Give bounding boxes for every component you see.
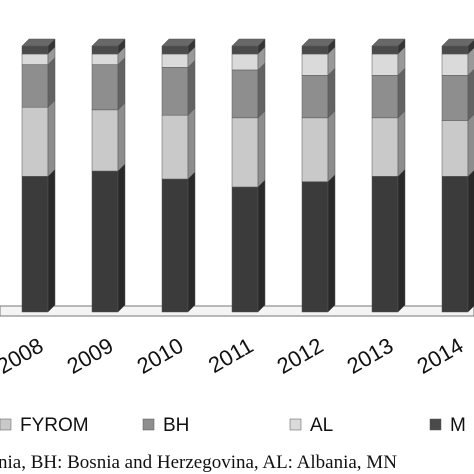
bar-segment <box>21 53 49 65</box>
bar-segment <box>371 176 399 313</box>
bar-side <box>327 110 336 183</box>
legend-label: AL <box>310 415 333 436</box>
bar-segment <box>91 53 119 65</box>
bar-top <box>441 38 474 47</box>
x-tick-label: 2012 <box>273 333 328 379</box>
x-tick-label: 2013 <box>343 333 398 379</box>
bar-segment <box>301 117 329 182</box>
bar-segment <box>371 117 399 177</box>
bar-segment <box>161 45 189 55</box>
bar-side <box>47 99 56 177</box>
bar-top <box>91 38 126 47</box>
bar-segment <box>231 186 259 313</box>
bar-side <box>257 179 266 313</box>
x-tick-label: 2010 <box>133 333 188 379</box>
legend-swatch <box>0 418 12 431</box>
caption: nia, BH: Bosnia and Herzegovina, AL: Alb… <box>0 452 397 473</box>
bar-segment <box>21 64 49 108</box>
bar-segment <box>231 69 259 119</box>
legend-swatch <box>429 418 442 431</box>
bar-side <box>327 67 336 119</box>
x-tick-label: 2008 <box>0 333 47 379</box>
bar-segment <box>441 53 469 76</box>
legend-label: BH <box>163 415 189 436</box>
bar-segment <box>231 117 259 188</box>
bar-segment <box>161 67 189 116</box>
bar-segment <box>91 109 119 172</box>
legend-swatch <box>142 418 155 431</box>
bar-segment <box>371 45 399 55</box>
bar-segment <box>21 176 49 313</box>
legend-label: M <box>450 415 466 436</box>
bar-side <box>257 62 266 119</box>
bar-side <box>117 57 126 111</box>
bar-top <box>301 38 336 47</box>
bar-segment <box>371 53 399 76</box>
bar-side <box>467 68 474 122</box>
bar-segment <box>161 178 189 313</box>
bar-segment <box>21 45 49 55</box>
bar-side <box>187 59 196 116</box>
legend-label: FYROM <box>20 415 89 436</box>
bar-side <box>257 110 266 188</box>
bar-top <box>161 38 196 47</box>
bar-side <box>117 102 126 172</box>
bar-side <box>397 67 406 119</box>
bar-side <box>187 171 196 313</box>
bar-top <box>231 38 266 47</box>
x-tick-label: 2009 <box>63 333 118 379</box>
bar-side <box>327 174 336 313</box>
bar-side <box>467 114 474 177</box>
bar-side <box>467 169 474 313</box>
bar-segment <box>231 53 259 71</box>
x-tick-label: 2014 <box>413 333 468 379</box>
bar-segment <box>441 75 469 121</box>
bar-segment <box>161 53 189 68</box>
x-tick-label: 2011 <box>204 333 257 378</box>
bar-segment <box>301 181 329 313</box>
bar-segment <box>91 170 119 313</box>
bar-segment <box>441 120 469 177</box>
bar-side <box>117 163 126 313</box>
legend-swatch <box>289 418 302 431</box>
bar-segment <box>301 45 329 55</box>
bar-side <box>47 168 56 313</box>
bar-segment <box>371 75 399 119</box>
bar-side <box>47 57 56 108</box>
bar-segment <box>21 106 49 177</box>
bar-top <box>21 38 56 47</box>
bar-side <box>397 110 406 177</box>
bar-segment <box>231 45 259 55</box>
bar-segment <box>91 45 119 55</box>
bar-segment <box>441 176 469 313</box>
bar-segment <box>301 53 329 76</box>
bar-segment <box>301 75 329 119</box>
bar-top <box>371 38 406 47</box>
bar-segment <box>441 45 469 55</box>
bar-side <box>187 107 196 180</box>
bar-segment <box>91 64 119 111</box>
bar-side <box>397 168 406 313</box>
bar-segment <box>161 114 189 180</box>
